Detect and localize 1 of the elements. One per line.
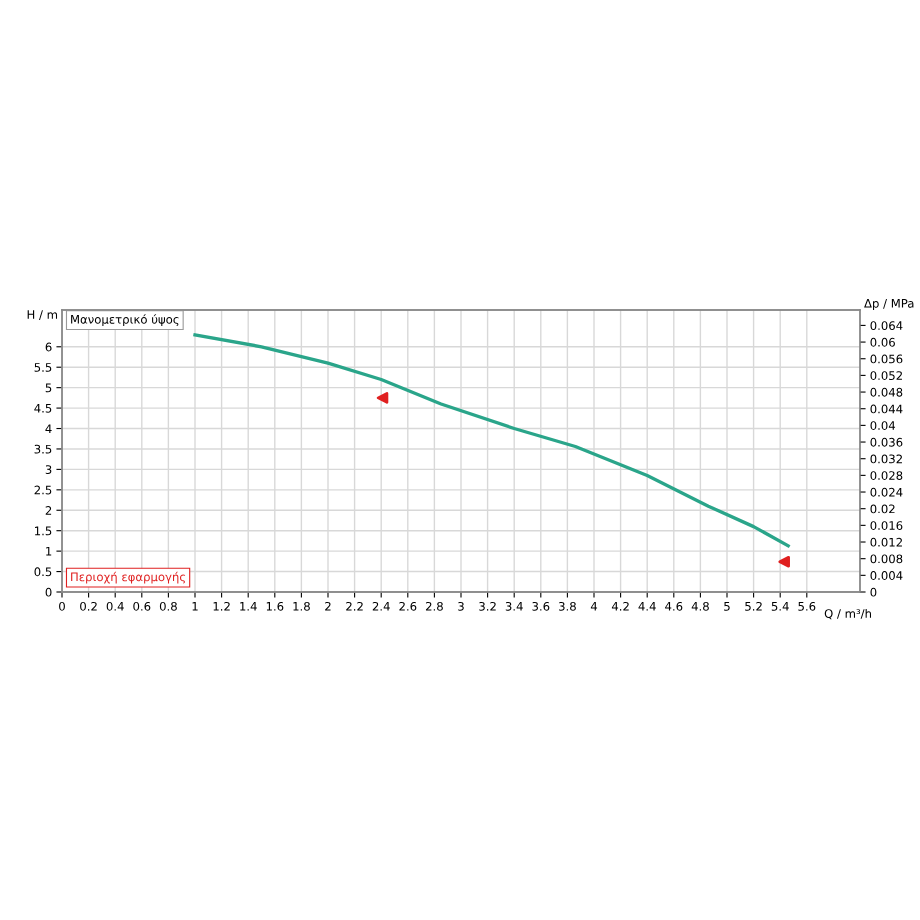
line-series: [193, 333, 790, 548]
